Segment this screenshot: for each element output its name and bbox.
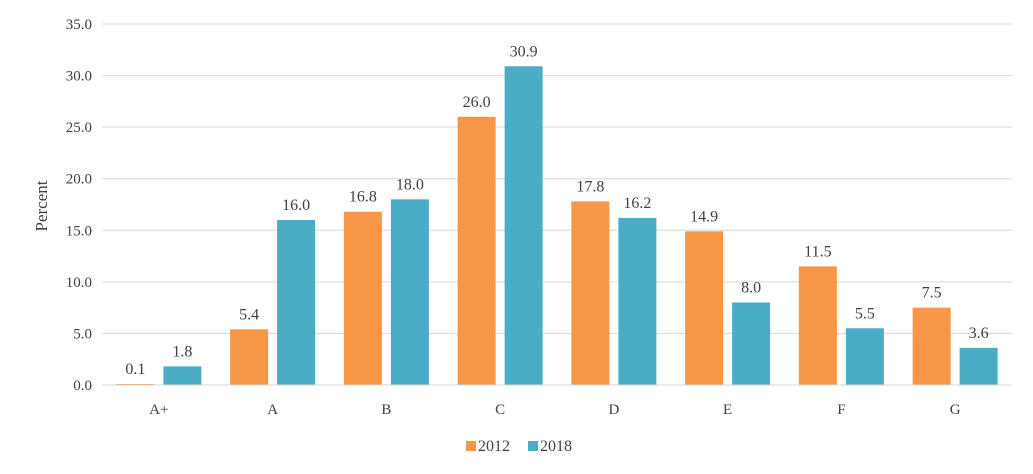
data-label: 5.4 <box>239 306 259 323</box>
x-tick-label: C <box>495 402 505 418</box>
data-label: 0.1 <box>125 361 145 378</box>
x-tick-label: D <box>608 402 619 418</box>
y-tick-label: 25.0 <box>66 120 92 136</box>
bars <box>116 66 998 385</box>
data-label: 17.8 <box>576 178 604 195</box>
bar-2012-E <box>685 231 724 385</box>
bar-2018-D <box>618 217 657 385</box>
bar-2012-F <box>798 266 837 385</box>
data-label: 8.0 <box>741 279 761 296</box>
bar-2018-A <box>277 219 316 385</box>
bar-2018-C <box>504 66 543 385</box>
x-tick-label: B <box>381 402 391 418</box>
bar-2018-B <box>390 199 429 385</box>
legend-swatch-2018 <box>528 441 538 451</box>
data-label: 7.5 <box>922 285 942 302</box>
data-label: 30.9 <box>510 43 538 60</box>
data-label: 1.8 <box>172 343 192 360</box>
x-tick-label: G <box>950 402 961 418</box>
x-tick-label: E <box>723 402 732 418</box>
x-tick-label: F <box>837 402 845 418</box>
y-axis-ticks: 0.0 5.0 10.0 15.0 20.0 25.0 30.0 35.0 <box>66 17 92 394</box>
data-label: 3.6 <box>969 325 989 342</box>
bar-2012-C <box>457 116 496 385</box>
bar-2018-F <box>845 328 884 385</box>
data-label: 16.0 <box>282 197 310 214</box>
legend-label-2012: 2012 <box>478 438 510 455</box>
y-tick-label: 15.0 <box>66 223 92 239</box>
y-tick-label: 10.0 <box>66 275 92 291</box>
data-label: 26.0 <box>463 94 491 111</box>
x-axis-ticks: A+ A B C D E F G <box>149 402 960 418</box>
y-tick-label: 5.0 <box>73 326 92 342</box>
y-tick-label: 35.0 <box>66 17 92 33</box>
bar-2018-G <box>959 347 998 385</box>
data-label: 16.8 <box>349 189 377 206</box>
data-label: 11.5 <box>804 243 831 260</box>
x-tick-label: A+ <box>149 402 168 418</box>
data-label: 5.5 <box>855 305 875 322</box>
x-tick-label: A <box>267 402 278 418</box>
bar-2012-G <box>912 307 951 385</box>
bar-2012-A <box>230 329 269 385</box>
legend-label-2018: 2018 <box>540 438 572 455</box>
y-tick-label: 0.0 <box>73 378 92 394</box>
y-tick-label: 20.0 <box>66 172 92 188</box>
data-label: 18.0 <box>396 176 424 193</box>
data-label: 14.9 <box>690 208 718 225</box>
y-axis-label: Percent <box>32 180 51 231</box>
data-label: 16.2 <box>623 195 651 212</box>
bar-2012-D <box>571 201 610 385</box>
legend: 2012 2018 <box>466 438 572 455</box>
data-labels: 0.1 1.8 5.4 16.0 16.8 18.0 26.0 30.9 17.8 16.2 14.… <box>125 43 988 378</box>
bar-2012-B <box>343 211 382 385</box>
bar-2018-E <box>732 302 771 385</box>
gridlines <box>102 23 1012 334</box>
legend-swatch-2012 <box>466 441 476 451</box>
y-tick-label: 30.0 <box>66 69 92 85</box>
bar-2018-A+ <box>163 366 202 385</box>
bar-2012-A+ <box>116 383 155 385</box>
